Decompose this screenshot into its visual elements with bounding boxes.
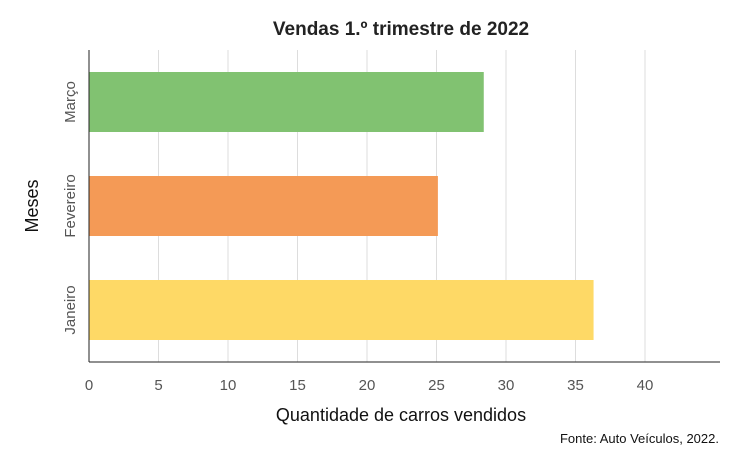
chart-title: Vendas 1.º trimestre de 2022 [273, 19, 529, 40]
x-axis-title: Quantidade de carros vendidos [276, 405, 526, 425]
y-axis-title: Meses [22, 179, 42, 232]
bar-março [89, 72, 484, 132]
y-tick-label: Janeiro [62, 285, 79, 334]
y-tick-label: Fevereiro [62, 174, 79, 237]
x-tick-label: 0 [85, 377, 93, 394]
x-tick-label: 25 [428, 377, 445, 394]
y-tick-labels: Janeiro Fevereiro Março [62, 81, 79, 334]
bar-janeiro [89, 280, 594, 340]
bars [89, 72, 594, 340]
x-tick-label: 20 [359, 377, 376, 394]
source-note: Fonte: Auto Veículos, 2022. [560, 431, 719, 446]
x-tick-label: 35 [567, 377, 584, 394]
x-tick-label: 5 [154, 377, 162, 394]
y-tick-label: Março [62, 81, 79, 123]
x-tick-label: 30 [498, 377, 515, 394]
x-tick-label: 40 [637, 377, 654, 394]
x-tick-label: 10 [220, 377, 237, 394]
x-tick-label: 15 [289, 377, 306, 394]
x-tick-labels: 0 5 10 15 20 25 30 35 40 [85, 377, 654, 394]
bar-fevereiro [89, 176, 438, 236]
